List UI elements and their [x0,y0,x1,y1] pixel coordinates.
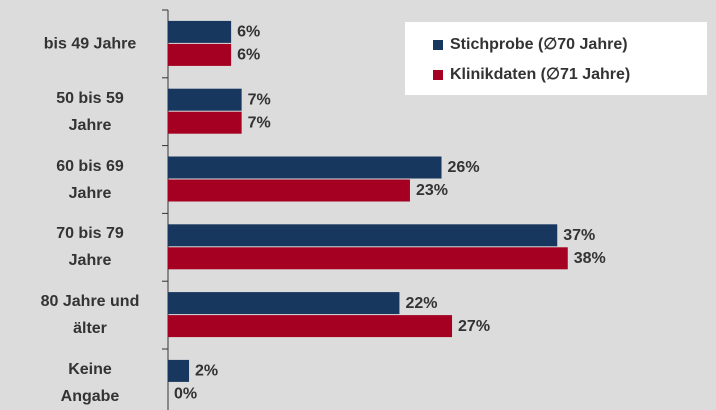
value-label: 27% [458,318,490,335]
bar [168,359,190,382]
value-label: 0% [174,386,197,403]
bar [168,111,242,134]
legend-label: Stichprobe (∅70 Jahre) [450,36,628,53]
bar [168,224,558,247]
category-label: 70 bis 79 Jahre [56,225,124,270]
bar [168,179,410,202]
legend [405,22,707,95]
bar [168,292,400,315]
value-label: 23% [416,182,448,199]
legend-swatch [433,70,443,80]
value-label: 22% [405,295,437,312]
value-label: 6% [237,47,260,64]
category-label: 80 Jahre und älter [40,293,140,338]
category-label: 60 bis 69 Jahre [56,157,124,202]
bar [168,315,453,338]
category-label: Keine Angabe [60,360,120,405]
value-label: 2% [195,363,218,380]
bar [168,88,242,111]
value-label: 6% [237,24,260,41]
bar [168,247,568,270]
category-label: bis 49 Jahre [43,35,137,53]
value-label: 7% [248,91,271,108]
value-label: 26% [448,159,480,176]
bar [168,20,232,43]
bar [168,156,442,179]
value-label: 37% [563,227,595,244]
legend-label: Klinikdaten (∅71 Jahre) [450,66,630,83]
value-label: 38% [574,250,606,267]
category-label: 50 bis 59 Jahre [56,89,124,134]
bar [168,43,232,66]
legend-swatch [433,40,443,50]
value-label: 7% [248,114,271,131]
